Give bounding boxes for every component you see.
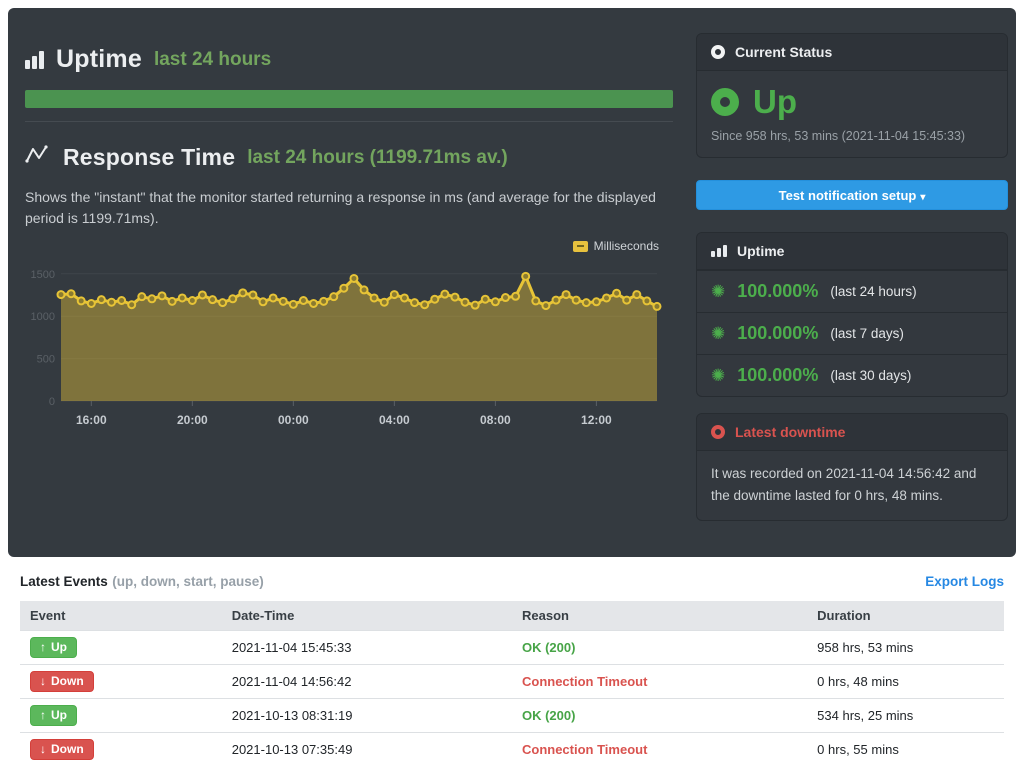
test-notification-setup-button[interactable]: Test notification setup▾	[696, 180, 1008, 210]
latest-downtime-text: It was recorded on 2021-11-04 14:56:42 a…	[697, 451, 1007, 520]
response-time-section-header: Response Time last 24 hours (1199.71ms a…	[25, 144, 673, 171]
response-time-description: Shows the "instant" that the monitor sta…	[25, 187, 673, 229]
uptime-percent: 100.000%	[737, 281, 818, 302]
legend-swatch-icon	[573, 241, 588, 252]
test-notification-label: Test notification setup	[779, 188, 917, 203]
chart-legend[interactable]: Milliseconds	[25, 239, 673, 253]
up-donut-icon	[711, 88, 739, 116]
uptime-row-24h: ✺ 100.000% (last 24 hours)	[697, 270, 1007, 312]
uptime-percent: 100.000%	[737, 365, 818, 386]
column-header-event: Event	[20, 601, 222, 631]
uptime-stats-header: Uptime	[697, 233, 1007, 270]
column-header-datetime: Date-Time	[222, 601, 512, 631]
svg-text:08:00: 08:00	[480, 413, 511, 427]
uptime-row-7d: ✺ 100.000% (last 7 days)	[697, 312, 1007, 354]
burst-icon: ✺	[711, 283, 725, 300]
status-since-text: Since 958 hrs, 53 mins (2021-11-04 15:45…	[711, 129, 993, 143]
current-status-card: Current Status Up Since 958 hrs, 53 mins…	[696, 33, 1008, 158]
event-datetime: 2021-10-13 07:35:49	[222, 733, 512, 766]
svg-text:0: 0	[49, 396, 55, 408]
svg-text:16:00: 16:00	[76, 413, 107, 427]
svg-text:00:00: 00:00	[278, 413, 309, 427]
column-header-duration: Duration	[807, 601, 1004, 631]
monitor-dashboard-panel: Uptime last 24 hours Response Time last …	[8, 8, 1016, 557]
latest-events-title: Latest Events	[20, 574, 108, 589]
uptime-stats-header-label: Uptime	[737, 243, 784, 259]
column-header-reason: Reason	[512, 601, 807, 631]
status-badge: ↓Down	[30, 671, 94, 692]
response-time-title: Response Time	[63, 144, 235, 171]
uptime-period: (last 24 hours)	[830, 284, 916, 299]
latest-events-section: Latest Events (up, down, start, pause) E…	[0, 557, 1024, 766]
up-arrow-icon: ↑	[40, 708, 46, 722]
table-row: ↑Up 2021-11-04 15:45:33 OK (200) 958 hrs…	[20, 631, 1004, 665]
uptime-section-header: Uptime last 24 hours	[25, 45, 673, 74]
svg-text:1000: 1000	[31, 311, 55, 323]
current-status-header-label: Current Status	[735, 44, 832, 60]
events-table-header-row: Event Date-Time Reason Duration	[20, 601, 1004, 631]
main-column: Uptime last 24 hours Response Time last …	[25, 25, 673, 557]
current-status-body: Up Since 958 hrs, 53 mins (2021-11-04 15…	[697, 71, 1007, 157]
event-reason: OK (200)	[522, 640, 575, 655]
svg-text:500: 500	[37, 354, 55, 366]
event-duration: 0 hrs, 48 mins	[807, 665, 1004, 699]
uptime-row-30d: ✺ 100.000% (last 30 days)	[697, 354, 1007, 396]
burst-icon: ✺	[711, 367, 725, 384]
svg-text:20:00: 20:00	[177, 413, 208, 427]
latest-events-subtitle: (up, down, start, pause)	[112, 574, 264, 589]
sidebar: Current Status Up Since 958 hrs, 53 mins…	[696, 25, 1008, 557]
latest-downtime-header-label: Latest downtime	[735, 424, 845, 440]
table-row: ↑Up 2021-10-13 08:31:19 OK (200) 534 hrs…	[20, 699, 1004, 733]
table-row: ↓Down 2021-11-04 14:56:42 Connection Tim…	[20, 665, 1004, 699]
burst-icon: ✺	[711, 325, 725, 342]
legend-label: Milliseconds	[594, 239, 659, 253]
response-time-subtitle: last 24 hours (1199.71ms av.)	[247, 147, 508, 169]
status-badge: ↑Up	[30, 705, 77, 726]
latest-downtime-card: Latest downtime It was recorded on 2021-…	[696, 413, 1008, 521]
events-table: Event Date-Time Reason Duration ↑Up 2021…	[20, 601, 1004, 766]
event-duration: 0 hrs, 55 mins	[807, 733, 1004, 766]
uptime-subtitle: last 24 hours	[154, 49, 271, 71]
bar-chart-icon	[711, 245, 727, 257]
uptime-period: (last 7 days)	[830, 326, 904, 341]
status-badge: ↑Up	[30, 637, 77, 658]
uptime-period: (last 30 days)	[830, 368, 911, 383]
event-reason: OK (200)	[522, 708, 575, 723]
status-donut-icon	[711, 45, 725, 59]
uptime-title: Uptime	[56, 45, 142, 74]
down-arrow-icon: ↓	[40, 742, 46, 756]
downtime-donut-icon	[711, 425, 725, 439]
uptime-percent: 100.000%	[737, 323, 818, 344]
event-reason: Connection Timeout	[522, 674, 647, 689]
latest-downtime-header: Latest downtime	[697, 414, 1007, 451]
svg-text:04:00: 04:00	[379, 413, 410, 427]
caret-down-icon: ▾	[920, 192, 925, 203]
activity-icon	[25, 144, 51, 171]
uptime-stats-card: Uptime ✺ 100.000% (last 24 hours) ✺ 100.…	[696, 232, 1008, 397]
status-state: Up	[753, 83, 797, 121]
event-duration: 534 hrs, 25 mins	[807, 699, 1004, 733]
chart-plot-area: 0 500 1000 1500 16:00 20:00 00:00 04:00 08:00 12:…	[25, 253, 673, 438]
event-duration: 958 hrs, 53 mins	[807, 631, 1004, 665]
svg-text:1500: 1500	[31, 269, 55, 281]
status-badge: ↓Down	[30, 739, 94, 760]
up-arrow-icon: ↑	[40, 640, 46, 654]
export-logs-link[interactable]: Export Logs	[925, 574, 1004, 589]
event-datetime: 2021-10-13 08:31:19	[222, 699, 512, 733]
uptime-progress-bar	[25, 90, 673, 108]
section-divider	[25, 121, 673, 122]
response-time-chart: Milliseconds 0 500 1000 1500 16:00 20:00 00:00…	[25, 239, 673, 438]
event-datetime: 2021-11-04 14:56:42	[222, 665, 512, 699]
table-row: ↓Down 2021-10-13 07:35:49 Connection Tim…	[20, 733, 1004, 766]
event-reason: Connection Timeout	[522, 742, 647, 757]
svg-text:12:00: 12:00	[581, 413, 612, 427]
down-arrow-icon: ↓	[40, 674, 46, 688]
current-status-header: Current Status	[697, 34, 1007, 71]
bar-chart-icon	[25, 51, 44, 69]
event-datetime: 2021-11-04 15:45:33	[222, 631, 512, 665]
